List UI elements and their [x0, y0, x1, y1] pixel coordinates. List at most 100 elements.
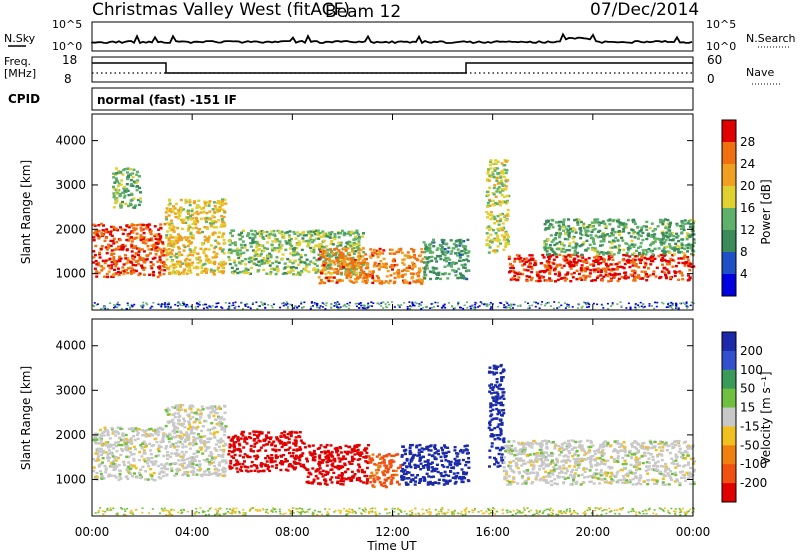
echo-cell — [439, 277, 442, 281]
echo-cell — [116, 431, 120, 434]
clutter-cell — [362, 307, 365, 310]
echo-cell — [610, 232, 614, 235]
echo-cell — [118, 436, 121, 439]
clutter-cell — [499, 302, 502, 304]
echo-cell — [103, 426, 107, 429]
echo-cell — [138, 255, 142, 259]
clutter-cell — [620, 305, 623, 308]
echo-cell — [208, 471, 211, 474]
echo-cell — [330, 279, 334, 283]
echo-cell — [234, 459, 238, 462]
echo-cell — [637, 251, 641, 255]
echo-cell — [686, 246, 690, 250]
echo-cell — [172, 413, 175, 416]
echo-cell — [116, 185, 120, 188]
echo-cell — [680, 222, 684, 225]
echo-cell — [660, 259, 664, 262]
echo-cell — [658, 218, 662, 222]
echo-cell — [174, 462, 178, 465]
echo-cell — [166, 413, 170, 416]
echo-cell — [627, 260, 630, 264]
echo-cell — [550, 248, 554, 252]
echo-cell — [567, 244, 571, 248]
echo-cell — [228, 258, 232, 261]
echo-cell — [589, 236, 593, 240]
echo-cell — [236, 437, 240, 440]
echo-cell — [445, 242, 449, 245]
echo-cell — [219, 420, 223, 423]
echo-cell — [161, 433, 165, 436]
echo-cell — [198, 256, 202, 259]
echo-cell — [199, 217, 203, 220]
echo-cell — [325, 245, 329, 248]
echo-cell — [501, 189, 505, 192]
echo-cell — [96, 271, 99, 275]
echo-cell — [206, 239, 210, 242]
clutter-cell — [255, 301, 258, 304]
echo-cell — [98, 253, 102, 256]
clutter-cell — [207, 307, 210, 309]
echo-cell — [223, 223, 226, 226]
echo-cell — [279, 435, 283, 438]
echo-cell — [628, 255, 632, 258]
echo-cell — [662, 254, 666, 257]
echo-cell — [168, 226, 172, 230]
echo-cell — [136, 185, 139, 188]
echo-cell — [488, 199, 492, 203]
clutter-cell — [224, 302, 227, 304]
echo-cell — [590, 279, 594, 282]
echo-cell — [134, 204, 137, 207]
echo-cell — [464, 251, 468, 255]
echo-cell — [486, 194, 490, 197]
clutter-cell — [185, 303, 188, 306]
echo-cell — [233, 261, 237, 264]
echo-cell — [365, 451, 369, 455]
echo-cell — [447, 272, 451, 276]
echo-cell — [208, 200, 212, 203]
echo-cell — [192, 456, 196, 459]
echo-cell — [673, 270, 677, 273]
echo-cell — [164, 467, 167, 471]
clutter-cell — [677, 308, 680, 310]
echo-cell — [156, 260, 160, 263]
clutter-cell — [281, 302, 283, 305]
echo-cell — [397, 248, 401, 251]
echo-cell — [650, 222, 654, 225]
echo-cell — [652, 235, 656, 239]
echo-cell — [604, 226, 608, 230]
echo-cell — [198, 261, 202, 264]
echo-cell — [184, 201, 188, 204]
echo-cell — [625, 254, 629, 257]
echo-cell — [194, 411, 198, 414]
clutter-cell — [420, 301, 423, 304]
echo-cell — [390, 248, 394, 252]
echo-cell — [548, 243, 552, 247]
echo-cell — [235, 247, 239, 250]
clutter-cell — [549, 305, 552, 307]
echo-cell — [592, 268, 596, 271]
echo-cell — [582, 274, 586, 277]
echo-cell — [262, 439, 266, 443]
echo-cell — [393, 252, 397, 255]
echo-cell — [269, 267, 273, 270]
echo-cell — [656, 225, 660, 228]
echo-cell — [210, 456, 214, 459]
echo-cell — [579, 229, 583, 232]
echo-cell — [195, 256, 199, 260]
echo-cell — [352, 270, 356, 273]
echo-cell — [288, 235, 291, 239]
echo-cell — [261, 236, 265, 239]
echo-cell — [305, 258, 309, 261]
echo-cell — [580, 278, 584, 281]
echo-cell — [503, 168, 507, 171]
echo-cell — [95, 450, 99, 453]
clutter-cell — [176, 302, 179, 304]
echo-cell — [654, 275, 658, 278]
echo-cell — [103, 275, 107, 278]
echo-cell — [230, 229, 234, 232]
clutter-cell — [528, 307, 531, 309]
clutter-cell — [104, 305, 107, 308]
echo-cell — [647, 267, 650, 270]
echo-cell — [196, 469, 200, 472]
echo-cell — [689, 222, 693, 226]
